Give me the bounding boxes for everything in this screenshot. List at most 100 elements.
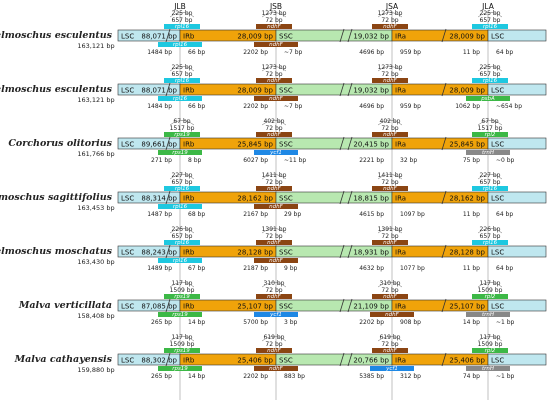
row-4-genome-length: 163,430 bp (77, 258, 114, 266)
row-1-gene-below-name-0: rpl16 (173, 96, 188, 102)
row-1-gene-above-name-1: ndhF (267, 78, 281, 84)
row-4-gene-above-arc-1 (261, 228, 287, 234)
row-4-gene-above-top-1: 1391 bp (262, 226, 287, 233)
row-0-gene-below-label2-1: ~7 bp (284, 49, 303, 56)
row-5-gene-above-top-3: 117 bp (480, 280, 501, 287)
row-1-segment-length-lsc: 88,071 bp (141, 87, 177, 95)
row-1-gene-above-top-1: 1273 bp (262, 64, 287, 71)
row-0-species-name: Abelmoschus esculentus (0, 30, 113, 41)
row-2-gene-above-3 (472, 132, 508, 137)
row-5-gene-above-mid-0: 1509 bp (170, 287, 195, 294)
row-4-segment-label-lsc2: LSC (491, 249, 504, 257)
row-4-gene-above-arc-0 (169, 228, 195, 234)
row-5-gene-below-3 (466, 312, 510, 317)
row-4-gene-below-1 (254, 258, 298, 263)
row-6-gene-below-label-0: 265 bp (151, 373, 172, 380)
row-5-gene-above-mid-2: 72 bp (381, 287, 398, 294)
row-6-gene-above-arc-3 (477, 336, 503, 342)
row-1-gene-above-arc-0 (169, 66, 195, 72)
row-6-gene-above-name-2: ndhF (383, 348, 397, 354)
row-4-break-mark-0 (165, 244, 171, 259)
row-0-gene-above-arc-3 (477, 12, 503, 18)
row-0-gene-above-3 (472, 24, 508, 29)
row-3-segment-length-ssc: 18,815 bp (353, 195, 389, 203)
row-3-segment-label-irb: IRb (183, 195, 195, 203)
row-5-gene-above-top-0: 117 bp (172, 280, 193, 287)
row-3-gene-below-name-1: ndhF (269, 204, 283, 210)
row-0-segment-label-irb: IRb (183, 33, 195, 41)
row-3-genome-length: 163,453 bp (77, 204, 114, 212)
row-5-gene-above-mid-3: 1509 bp (478, 287, 503, 294)
row-4-gene-above-name-2: ndhF (383, 240, 397, 246)
row-4-gene-above-arc-2 (377, 228, 403, 234)
row-0-gene-below-label2-2: 959 bp (400, 49, 421, 56)
row-5-gene-below-name-3: trnH (482, 312, 494, 318)
row-2-gene-above-arc-3 (477, 120, 503, 126)
row-1-gene-above-name-0: rpl16 (175, 78, 190, 84)
row-0-segment-label-ira: IRa (395, 33, 406, 41)
row-5-gene-above-name-2: ndhF (383, 294, 397, 300)
row-2-segment-label-lsc2: LSC (491, 141, 504, 149)
row-2-gene-above-name-0: rps19 (174, 132, 190, 138)
row-1-break-mark-3 (441, 82, 447, 97)
row-2-gene-below-label2-3: ~0 bp (496, 157, 515, 164)
row-1-gene-above-top-2: 1273 bp (378, 64, 403, 71)
row-0-gene-below-name-1: ndhF (269, 42, 283, 48)
row-3-gene-above-top-2: 1411 bp (378, 172, 403, 179)
row-1-break-mark-2 (347, 82, 353, 97)
row-2-gene-above-arc-0 (169, 120, 195, 126)
row-6-gene-above-mid-3: 1509 bp (478, 341, 503, 348)
row-6-species-name: Malva cathayensis (14, 354, 113, 365)
row-3-gene-below-label-2: 4615 bp (359, 211, 384, 218)
row-6-segment-length-irb: 25,406 bp (237, 357, 273, 365)
row-2-gene-above-1 (256, 132, 292, 137)
row-1-gene-below-label2-1: ~7 bp (284, 103, 303, 110)
row-1-gene-above-mid-3: 657 bp (480, 71, 501, 78)
row-5-gene-above-top-2: 310 bp (380, 280, 401, 287)
row-5-gene-below-label-3: 14 bp (463, 319, 480, 326)
row-4-gene-above-top-2: 1391 bp (378, 226, 403, 233)
row-4-gene-below-label-3: 11 bp (463, 265, 480, 272)
row-2-gene-above-top-3: 67 bp (481, 118, 498, 125)
row-5-segment-label-ira: IRa (395, 303, 406, 311)
row-3-segment-length-ira: 28,162 bp (449, 195, 485, 203)
row-1-gene-above-3 (472, 78, 508, 83)
row-6-gene-below-label2-0: 14 bp (188, 373, 205, 380)
row-1-gene-below-label-2: 4696 bp (359, 103, 384, 110)
row-1-gene-below-label2-0: 66 bp (188, 103, 205, 110)
row-6-gene-above-name-3: rpl2 (485, 348, 496, 354)
row-6-gene-above-name-1: ndhF (267, 348, 281, 354)
row-2-segment-length-lsc: 89,661 bp (141, 141, 177, 149)
row-0-segment-label-ssc: SSC (279, 33, 293, 41)
row-3-gene-above-name-2: ndhF (383, 186, 397, 192)
junction-label-jlb: JLB (173, 2, 186, 11)
row-0-break-mark-3 (441, 28, 447, 43)
row-3-gene-below-label2-3: 64 bp (496, 211, 513, 218)
row-3-gene-above-arc-1 (261, 174, 287, 180)
row-0-gene-above-arc-2 (377, 12, 403, 18)
row-5-gene-below-label2-1: 3 bp (284, 319, 298, 326)
row-4-gene-above-top-3: 226 bp (480, 226, 501, 233)
row-0-gene-below-label-1: 2202 bp (243, 49, 268, 56)
row-4-break-mark-2 (347, 244, 353, 259)
row-6-gene-above-0 (164, 348, 200, 353)
row-6-gene-below-label2-1: 883 bp (284, 373, 305, 380)
row-1-gene-below-0 (158, 96, 202, 101)
row-0-segment-label-lsc: LSC (121, 33, 134, 41)
row-4-gene-above-mid-0: 657 bp (172, 233, 193, 240)
row-6-segment-lsc2 (487, 353, 547, 366)
row-2-gene-above-arc-2 (377, 120, 403, 126)
row-2-gene-above-name-1: ndhF (267, 132, 281, 138)
row-5-gene-below-label2-3: ~1 bp (496, 319, 515, 326)
row-0-gene-above-name-1: ndhF (267, 24, 281, 30)
row-2-gene-below-name-1: ycf1 (269, 150, 282, 156)
row-1-gene-above-mid-0: 657 bp (172, 71, 193, 78)
row-0-gene-above-name-0: rpl16 (175, 24, 190, 30)
row-0-gene-below-label2-3: 64 bp (496, 49, 513, 56)
row-3-gene-below-0 (158, 204, 202, 209)
row-4-species-name: Abelmoschus moschatus (0, 246, 113, 257)
row-4-segment-length-ira: 28,128 bp (449, 249, 485, 257)
row-0-gene-above-top-0: 225 bp (172, 10, 193, 17)
row-2-gene-below-label-0: 271 bp (151, 157, 172, 164)
